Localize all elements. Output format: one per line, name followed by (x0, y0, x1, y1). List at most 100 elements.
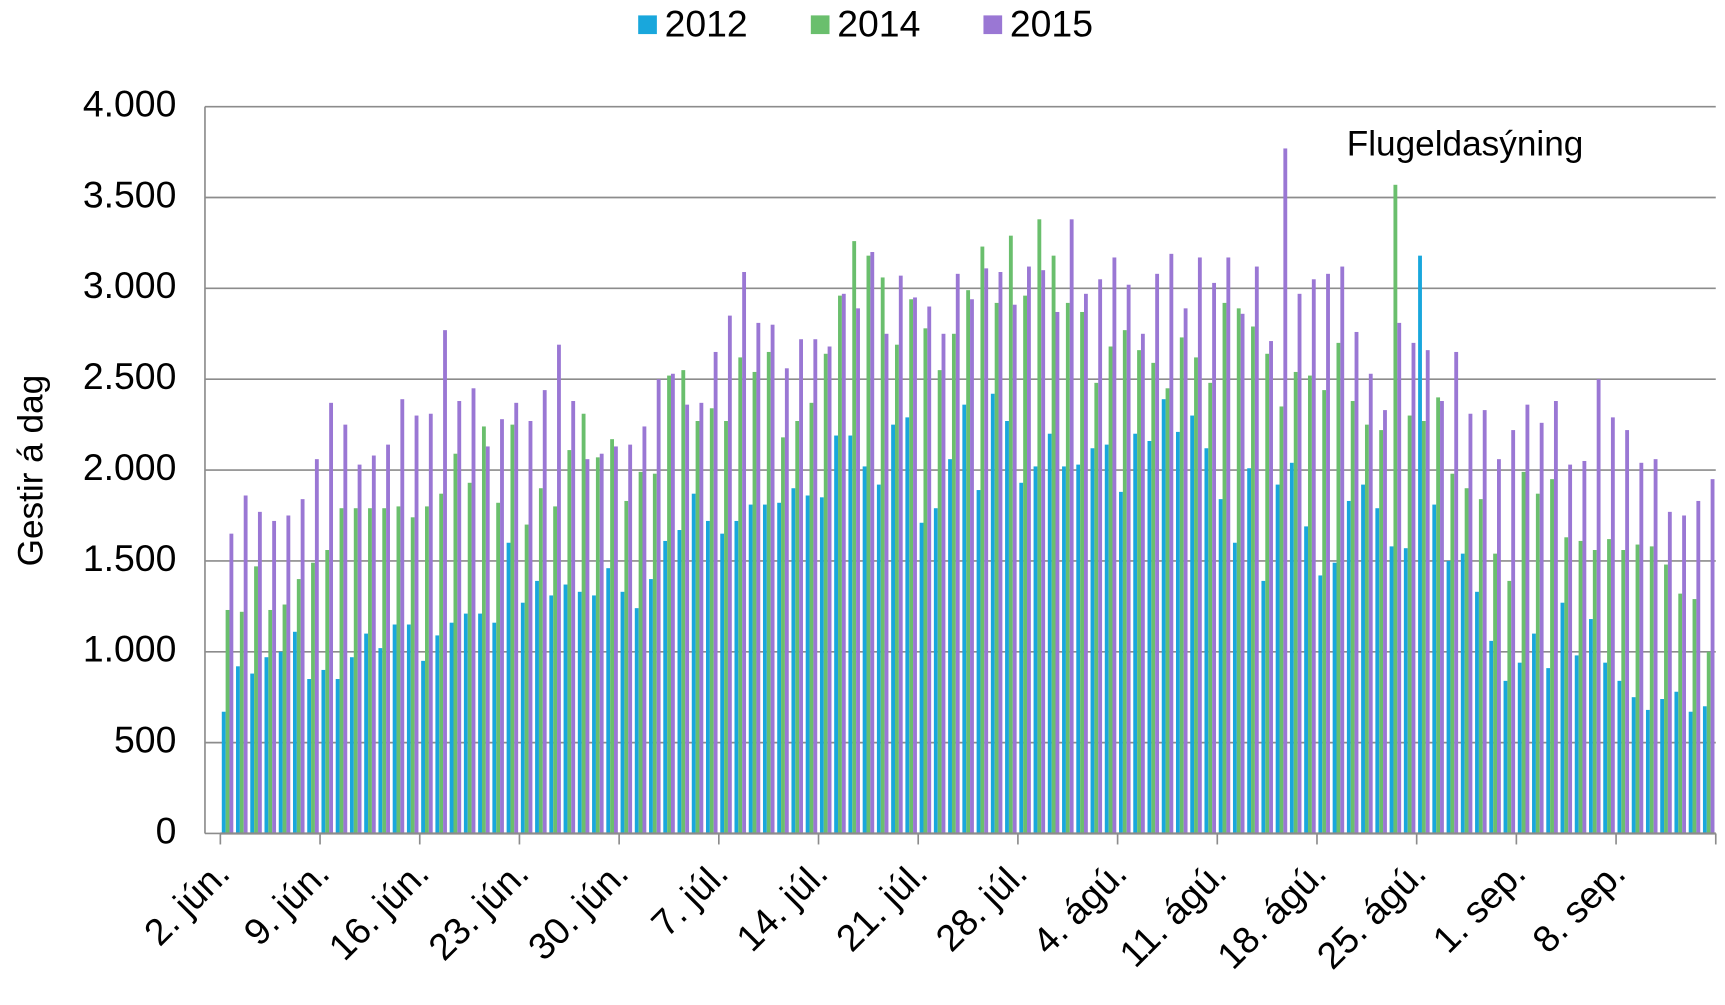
bar (1635, 544, 1640, 834)
bar (1033, 466, 1038, 834)
bar (891, 424, 895, 834)
bar (1251, 326, 1255, 834)
bar (524, 524, 529, 834)
bar (1482, 410, 1487, 834)
bar (567, 450, 572, 834)
bar (343, 424, 348, 834)
legend-swatch (983, 15, 1003, 35)
x-tick-label: 16. jún. (320, 852, 436, 968)
bar (225, 609, 230, 834)
bar (638, 471, 643, 834)
bar (1308, 375, 1312, 834)
bar (378, 648, 383, 834)
bar (1625, 430, 1630, 834)
bar (449, 622, 454, 834)
bar (1240, 313, 1245, 834)
bar (866, 255, 871, 834)
bar (841, 293, 846, 834)
bar (592, 595, 596, 834)
y-tick-label: 500 (114, 718, 176, 760)
bar (1546, 668, 1551, 834)
bar (1108, 346, 1113, 834)
x-tick-label: 28. júl. (927, 852, 1035, 960)
bar (1297, 293, 1302, 834)
bar (1361, 484, 1365, 834)
bar (425, 506, 429, 834)
bar (1688, 711, 1693, 834)
bar (1511, 430, 1516, 834)
bar (357, 464, 362, 834)
bar (677, 530, 682, 834)
bar (1354, 331, 1359, 834)
bar (1279, 406, 1284, 834)
bar (1503, 680, 1508, 834)
bar (1222, 302, 1227, 834)
bar (1532, 633, 1536, 834)
bar (500, 419, 504, 834)
bar (478, 613, 482, 834)
x-tick-label: 30. jún. (520, 852, 636, 968)
bar (443, 330, 447, 834)
bar (471, 388, 476, 834)
bar (1261, 580, 1266, 834)
x-tick-label: 18. ágú. (1209, 852, 1334, 977)
bar (620, 591, 625, 834)
bar (966, 290, 971, 834)
bar (834, 435, 839, 834)
bar (823, 353, 828, 834)
bar (948, 459, 952, 834)
bar (1497, 459, 1501, 834)
bar (1568, 464, 1573, 834)
bar (880, 277, 885, 834)
bar (1140, 333, 1145, 834)
bar (325, 550, 330, 834)
bar (1411, 342, 1416, 834)
bar (510, 424, 515, 834)
bar (549, 595, 554, 834)
bar (1122, 330, 1127, 834)
bar (1080, 311, 1084, 834)
bar (1607, 539, 1611, 834)
bar (1617, 680, 1622, 834)
bar (1553, 401, 1558, 834)
bar (862, 466, 867, 834)
bar (314, 459, 319, 834)
bar (699, 402, 704, 834)
bar (970, 299, 974, 834)
bar (649, 579, 653, 834)
bar (382, 508, 387, 834)
bar (268, 609, 273, 834)
bar (439, 493, 444, 834)
bar (1197, 257, 1202, 834)
x-tick-label: 21. júl. (828, 852, 936, 960)
bar (1190, 415, 1195, 834)
y-tick-label: 4.000 (83, 83, 177, 125)
bar (913, 297, 917, 834)
bar (1318, 575, 1323, 834)
bar (1446, 560, 1451, 834)
bar (709, 408, 714, 834)
bar (1582, 460, 1587, 834)
bar (1247, 468, 1252, 834)
bar (1649, 546, 1654, 834)
bar (809, 402, 814, 834)
bar (713, 351, 718, 834)
bar (1112, 257, 1117, 834)
bar (307, 679, 312, 834)
bar (941, 333, 946, 834)
y-tick-label: 2.500 (83, 355, 177, 397)
bar (1539, 422, 1544, 834)
bar (254, 566, 258, 834)
bar (1023, 295, 1028, 834)
bar (884, 333, 889, 834)
bar (695, 421, 700, 834)
bar (1047, 433, 1052, 834)
bar (724, 421, 728, 834)
bar (396, 506, 401, 834)
bar (1194, 357, 1198, 834)
bar (667, 375, 671, 834)
bar (514, 402, 519, 834)
bar (1535, 493, 1540, 834)
bar (1137, 350, 1141, 834)
bar (1375, 508, 1380, 834)
